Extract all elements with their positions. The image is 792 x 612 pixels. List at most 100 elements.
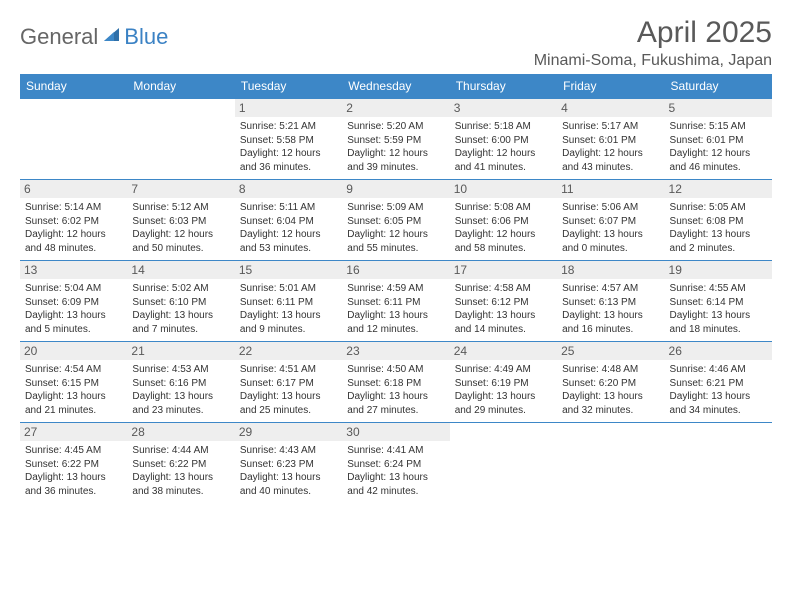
weekday-header: Wednesday [342, 74, 449, 99]
sunset-line: Sunset: 5:59 PM [347, 134, 444, 148]
sunset-line: Sunset: 6:18 PM [347, 377, 444, 391]
daylight-line-2: and 41 minutes. [455, 161, 552, 175]
calendar-row: 6Sunrise: 5:14 AMSunset: 6:02 PMDaylight… [20, 180, 772, 261]
page-title: April 2025 [534, 16, 772, 50]
calendar-cell: 19Sunrise: 4:55 AMSunset: 6:14 PMDayligh… [665, 261, 772, 342]
sunset-line: Sunset: 6:08 PM [670, 215, 767, 229]
day-number: 13 [20, 261, 127, 279]
daylight-line-1: Daylight: 12 hours [562, 147, 659, 161]
calendar-cell: 14Sunrise: 5:02 AMSunset: 6:10 PMDayligh… [127, 261, 234, 342]
page-header: General Blue April 2025 Minami-Soma, Fuk… [20, 16, 772, 70]
sunset-line: Sunset: 6:22 PM [25, 458, 122, 472]
daylight-line-1: Daylight: 12 hours [347, 147, 444, 161]
day-number: 8 [235, 180, 342, 198]
day-number: 19 [665, 261, 772, 279]
calendar-cell: 22Sunrise: 4:51 AMSunset: 6:17 PMDayligh… [235, 342, 342, 423]
daylight-line-1: Daylight: 13 hours [455, 309, 552, 323]
sunrise-line: Sunrise: 4:43 AM [240, 444, 337, 458]
sunrise-line: Sunrise: 4:49 AM [455, 363, 552, 377]
daylight-line-1: Daylight: 12 hours [670, 147, 767, 161]
sunset-line: Sunset: 6:21 PM [670, 377, 767, 391]
daylight-line-2: and 0 minutes. [562, 242, 659, 256]
daylight-line-1: Daylight: 13 hours [240, 309, 337, 323]
brand-logo: General Blue [20, 16, 168, 50]
sunset-line: Sunset: 6:09 PM [25, 296, 122, 310]
calendar-cell: 27Sunrise: 4:45 AMSunset: 6:22 PMDayligh… [20, 423, 127, 504]
sunrise-line: Sunrise: 5:01 AM [240, 282, 337, 296]
daylight-line-2: and 23 minutes. [132, 404, 229, 418]
calendar-cell: 30Sunrise: 4:41 AMSunset: 6:24 PMDayligh… [342, 423, 449, 504]
daylight-line-1: Daylight: 13 hours [25, 309, 122, 323]
calendar-cell: 3Sunrise: 5:18 AMSunset: 6:00 PMDaylight… [450, 99, 557, 180]
calendar-cell: 20Sunrise: 4:54 AMSunset: 6:15 PMDayligh… [20, 342, 127, 423]
sunrise-line: Sunrise: 4:58 AM [455, 282, 552, 296]
sunrise-line: Sunrise: 5:06 AM [562, 201, 659, 215]
daylight-line-1: Daylight: 12 hours [240, 228, 337, 242]
day-number: 23 [342, 342, 449, 360]
calendar-cell: 4Sunrise: 5:17 AMSunset: 6:01 PMDaylight… [557, 99, 664, 180]
calendar-cell [20, 99, 127, 180]
day-number: 4 [557, 99, 664, 117]
daylight-line-2: and 34 minutes. [670, 404, 767, 418]
daylight-line-2: and 16 minutes. [562, 323, 659, 337]
daylight-line-1: Daylight: 13 hours [132, 471, 229, 485]
calendar-cell: 8Sunrise: 5:11 AMSunset: 6:04 PMDaylight… [235, 180, 342, 261]
sunset-line: Sunset: 6:12 PM [455, 296, 552, 310]
brand-part-blue: Blue [124, 24, 168, 50]
sunrise-line: Sunrise: 5:02 AM [132, 282, 229, 296]
calendar-cell: 16Sunrise: 4:59 AMSunset: 6:11 PMDayligh… [342, 261, 449, 342]
day-number: 20 [20, 342, 127, 360]
calendar-row: 13Sunrise: 5:04 AMSunset: 6:09 PMDayligh… [20, 261, 772, 342]
sunrise-line: Sunrise: 5:04 AM [25, 282, 122, 296]
sunrise-line: Sunrise: 5:15 AM [670, 120, 767, 134]
brand-sail-icon [102, 26, 122, 49]
sunrise-line: Sunrise: 4:55 AM [670, 282, 767, 296]
sunset-line: Sunset: 6:01 PM [562, 134, 659, 148]
sunrise-line: Sunrise: 4:48 AM [562, 363, 659, 377]
sunrise-line: Sunrise: 5:12 AM [132, 201, 229, 215]
calendar-cell: 26Sunrise: 4:46 AMSunset: 6:21 PMDayligh… [665, 342, 772, 423]
sunrise-line: Sunrise: 4:41 AM [347, 444, 444, 458]
daylight-line-1: Daylight: 12 hours [455, 147, 552, 161]
calendar-cell: 29Sunrise: 4:43 AMSunset: 6:23 PMDayligh… [235, 423, 342, 504]
daylight-line-1: Daylight: 13 hours [455, 390, 552, 404]
weekday-header: Friday [557, 74, 664, 99]
daylight-line-1: Daylight: 13 hours [670, 228, 767, 242]
sunset-line: Sunset: 6:14 PM [670, 296, 767, 310]
calendar-cell: 2Sunrise: 5:20 AMSunset: 5:59 PMDaylight… [342, 99, 449, 180]
sunset-line: Sunset: 6:10 PM [132, 296, 229, 310]
day-number: 18 [557, 261, 664, 279]
sunrise-line: Sunrise: 5:08 AM [455, 201, 552, 215]
sunrise-line: Sunrise: 5:09 AM [347, 201, 444, 215]
sunrise-line: Sunrise: 5:14 AM [25, 201, 122, 215]
sunset-line: Sunset: 5:58 PM [240, 134, 337, 148]
calendar-cell: 11Sunrise: 5:06 AMSunset: 6:07 PMDayligh… [557, 180, 664, 261]
weekday-header: Sunday [20, 74, 127, 99]
calendar-cell: 7Sunrise: 5:12 AMSunset: 6:03 PMDaylight… [127, 180, 234, 261]
daylight-line-2: and 39 minutes. [347, 161, 444, 175]
calendar-cell: 24Sunrise: 4:49 AMSunset: 6:19 PMDayligh… [450, 342, 557, 423]
calendar-cell: 12Sunrise: 5:05 AMSunset: 6:08 PMDayligh… [665, 180, 772, 261]
daylight-line-2: and 50 minutes. [132, 242, 229, 256]
sunrise-line: Sunrise: 4:53 AM [132, 363, 229, 377]
calendar-table: SundayMondayTuesdayWednesdayThursdayFrid… [20, 74, 772, 503]
sunset-line: Sunset: 6:11 PM [240, 296, 337, 310]
sunrise-line: Sunrise: 5:20 AM [347, 120, 444, 134]
calendar-cell: 6Sunrise: 5:14 AMSunset: 6:02 PMDaylight… [20, 180, 127, 261]
day-number: 5 [665, 99, 772, 117]
day-number: 3 [450, 99, 557, 117]
sunset-line: Sunset: 6:23 PM [240, 458, 337, 472]
calendar-cell [665, 423, 772, 504]
daylight-line-1: Daylight: 13 hours [25, 390, 122, 404]
sunrise-line: Sunrise: 4:46 AM [670, 363, 767, 377]
day-number: 26 [665, 342, 772, 360]
daylight-line-2: and 46 minutes. [670, 161, 767, 175]
daylight-line-2: and 40 minutes. [240, 485, 337, 499]
daylight-line-1: Daylight: 13 hours [347, 309, 444, 323]
location-subtitle: Minami-Soma, Fukushima, Japan [534, 52, 772, 70]
day-number: 27 [20, 423, 127, 441]
sunset-line: Sunset: 6:22 PM [132, 458, 229, 472]
calendar-cell: 10Sunrise: 5:08 AMSunset: 6:06 PMDayligh… [450, 180, 557, 261]
daylight-line-1: Daylight: 12 hours [240, 147, 337, 161]
sunset-line: Sunset: 6:13 PM [562, 296, 659, 310]
